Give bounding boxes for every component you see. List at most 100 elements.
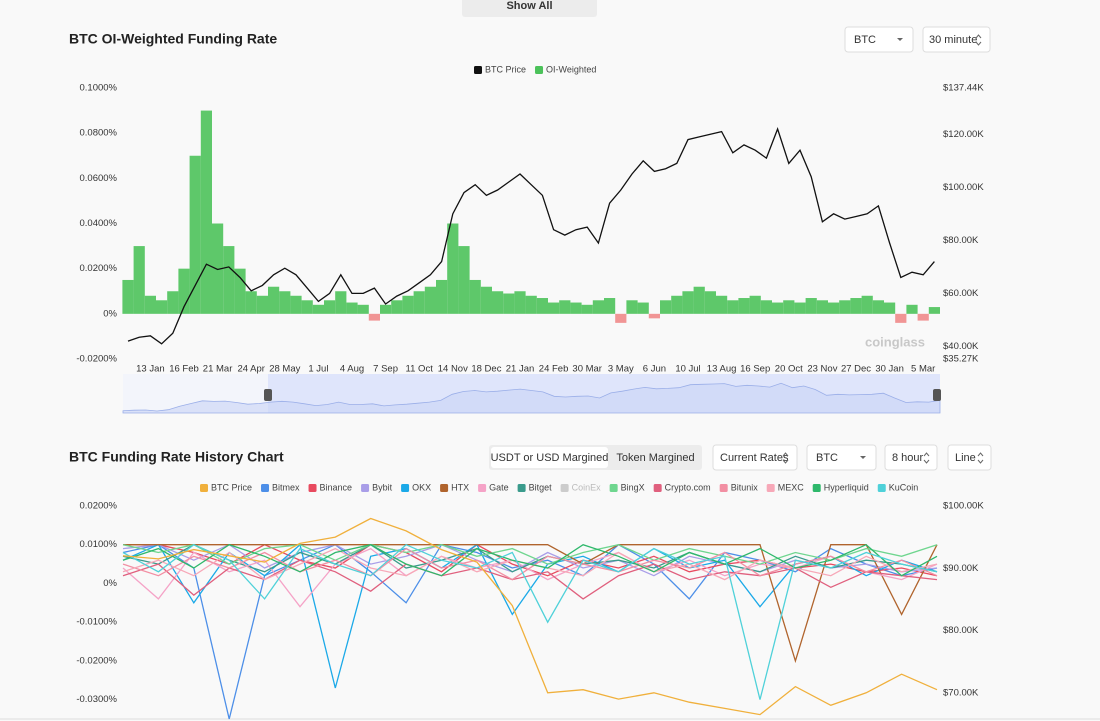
x-tick-label: 30 Mar <box>572 364 602 375</box>
funding-bar <box>469 279 481 314</box>
interval-select[interactable] <box>884 444 938 471</box>
funding-bar <box>648 313 660 319</box>
funding-bar <box>458 246 470 314</box>
funding-bar <box>839 300 851 314</box>
y-tick-label: 0.0100% <box>79 539 117 550</box>
legend-label: BTC Price <box>211 482 252 492</box>
legend-swatch <box>478 484 487 492</box>
spin-icon <box>975 34 982 46</box>
x-tick-label: 21 Mar <box>203 364 233 375</box>
funding-line <box>122 544 938 565</box>
margin-option-label[interactable]: Token Margined <box>616 452 694 464</box>
funding-bar <box>413 291 425 314</box>
interval-select-label[interactable]: 30 minute <box>929 34 977 46</box>
funding-bar <box>156 300 168 314</box>
legend-swatch <box>517 484 526 492</box>
funding-bar <box>704 291 716 314</box>
funding-bar <box>760 300 772 314</box>
funding-bar <box>828 302 840 314</box>
dropdown-caret <box>860 456 866 459</box>
funding-bar <box>447 223 459 314</box>
funding-bar <box>660 300 672 314</box>
x-tick-label: 4 Aug <box>340 364 364 375</box>
funding-bar <box>783 300 795 314</box>
interval-select-label[interactable]: 8 hour <box>892 452 924 464</box>
x-tick-label: 10 Jul <box>675 364 700 375</box>
funding-line <box>123 544 938 664</box>
margin-option-label[interactable]: USDT or USD Margined <box>491 452 609 464</box>
y2-tick-label: $100.00K <box>943 182 984 193</box>
x-tick-label: 30 Jan <box>875 364 904 375</box>
symbol-select-label[interactable]: BTC <box>816 452 838 464</box>
funding-bar <box>357 304 369 314</box>
interval-select[interactable] <box>922 26 991 53</box>
x-tick-label: 28 May <box>269 364 300 375</box>
funding-bar <box>805 298 817 314</box>
dropdown-caret <box>897 38 903 41</box>
funding-line <box>122 559 938 600</box>
legend-swatch <box>560 484 569 492</box>
margin-option-selected[interactable] <box>491 447 608 468</box>
funding-bar <box>749 295 761 314</box>
funding-bar <box>682 291 694 314</box>
legend-swatch <box>609 484 618 492</box>
x-tick-label: 16 Sep <box>740 364 770 375</box>
spin-icon <box>923 452 930 464</box>
funding-bar <box>604 298 616 314</box>
y-tick-label: 0% <box>103 308 117 319</box>
y2-tick-label: $40.00K <box>943 341 979 352</box>
funding-bar <box>917 313 929 321</box>
funding-bar <box>268 286 280 314</box>
legend-swatch <box>812 484 821 492</box>
funding-bar <box>122 279 134 314</box>
symbol-select-label[interactable]: BTC <box>854 34 876 46</box>
y-tick-label: -0.0200% <box>76 655 117 666</box>
funding-bar <box>906 304 918 314</box>
legend-label: Crypto.com <box>665 482 711 492</box>
rate-select-label[interactable]: Current Rates <box>720 452 789 464</box>
funding-bar <box>861 295 873 314</box>
navigator-handle[interactable] <box>264 389 272 401</box>
x-tick-label: 11 Oct <box>406 364 434 375</box>
funding-bar <box>312 304 324 314</box>
funding-bar <box>279 291 291 314</box>
funding-bar <box>167 291 179 314</box>
funding-bar <box>716 295 728 314</box>
funding-bar <box>245 291 257 314</box>
x-tick-label: 5 Mar <box>911 364 935 375</box>
chart: 0.1000% 0.0800% 0.0600% 0.0400% 0.0200% 0% -0.… <box>76 64 984 414</box>
legend-label: OI-Weighted <box>546 64 596 74</box>
style-select-label[interactable]: Line <box>955 452 976 464</box>
funding-bar <box>301 300 313 314</box>
funding-bar <box>492 291 504 314</box>
funding-bar <box>592 300 604 314</box>
funding-bar <box>581 304 593 314</box>
show-all-button[interactable] <box>462 0 597 17</box>
x-tick-label: 7 Sep <box>373 364 398 375</box>
y-tick-label: 0.0600% <box>79 173 117 184</box>
rate-select[interactable] <box>712 444 798 471</box>
x-tick-label: 24 Feb <box>539 364 569 375</box>
y2-tick-label: $137.44K <box>943 83 984 94</box>
show-all-label[interactable]: Show All <box>506 0 552 12</box>
funding-bar <box>368 313 380 321</box>
funding-bar <box>144 295 156 314</box>
symbol-select[interactable] <box>806 444 877 471</box>
style-select[interactable] <box>947 444 992 471</box>
legend-label: Bitget <box>529 482 553 492</box>
funding-bar <box>234 268 246 314</box>
funding-bar <box>637 302 649 314</box>
y-tick-label: 0.0400% <box>79 218 117 229</box>
funding-bar <box>223 246 235 314</box>
funding-line <box>122 543 938 700</box>
legend-swatch <box>474 66 482 74</box>
navigator-handle[interactable] <box>933 389 941 401</box>
funding-bar <box>525 295 537 314</box>
y-tick-label: 0% <box>103 578 117 589</box>
symbol-select[interactable] <box>844 26 914 53</box>
legend-label: MEXC <box>778 482 805 492</box>
legend-swatch <box>877 484 886 492</box>
funding-bar <box>212 223 224 314</box>
